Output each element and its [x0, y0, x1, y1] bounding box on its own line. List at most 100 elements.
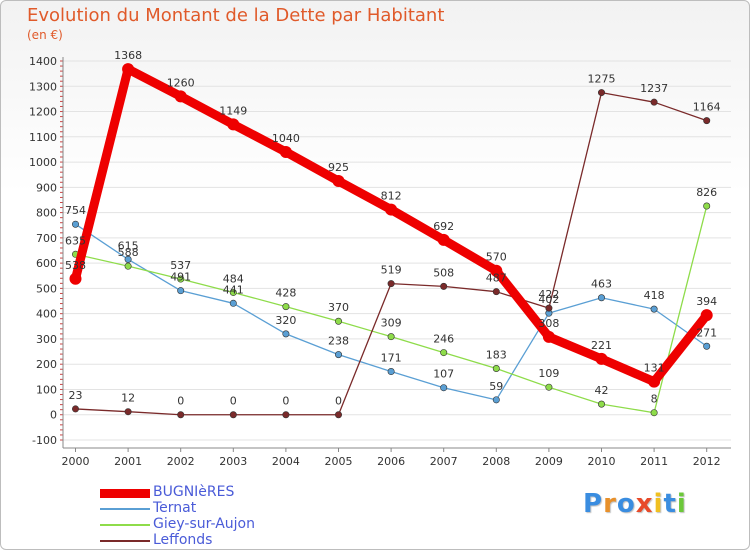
data-label: 402	[538, 293, 559, 306]
y-tick-label: 1100	[29, 131, 57, 144]
data-label: 309	[381, 317, 402, 330]
legend-label: Giey-sur-Aujon	[153, 516, 255, 532]
data-point	[334, 351, 342, 359]
data-label: 1260	[167, 76, 195, 89]
chart-title: Evolution du Montant de la Dette par Hab…	[27, 5, 445, 26]
data-point	[387, 333, 395, 341]
x-tick-label: 2000	[62, 455, 90, 468]
data-label: 428	[275, 287, 296, 300]
y-tick-label: 1000	[29, 156, 57, 169]
data-point	[229, 288, 237, 296]
data-label: 519	[381, 264, 402, 277]
x-tick-label: 2009	[535, 455, 563, 468]
data-label: 570	[486, 251, 507, 264]
x-tick-label: 2001	[114, 455, 142, 468]
proxiti-logo: Proxiti	[583, 489, 687, 519]
data-point	[124, 408, 132, 416]
data-label: 370	[328, 301, 349, 314]
legend-label: Leffonds	[153, 532, 213, 548]
data-point	[124, 255, 132, 263]
data-label: 320	[275, 314, 296, 327]
data-point	[703, 117, 711, 125]
data-label: 925	[328, 161, 349, 174]
data-point	[648, 375, 661, 388]
x-tick-label: 2006	[377, 455, 405, 468]
logo-letter: t	[663, 489, 677, 519]
data-point	[334, 317, 342, 325]
data-label: 1275	[588, 73, 616, 86]
logo-letter: i	[653, 489, 664, 519]
data-point	[282, 303, 290, 311]
x-tick-label: 2011	[640, 455, 668, 468]
data-label: 418	[644, 289, 665, 302]
legend-swatch	[100, 524, 150, 526]
legend-swatch	[100, 540, 150, 542]
data-label: 1164	[693, 101, 721, 114]
data-label: 42	[595, 384, 609, 397]
y-tick-label: 200	[36, 358, 57, 371]
data-point	[177, 411, 185, 419]
data-label: 394	[696, 295, 717, 308]
data-point	[545, 383, 553, 391]
data-label: 812	[381, 190, 402, 203]
data-label: 1368	[114, 49, 142, 62]
data-point	[597, 89, 605, 97]
x-tick-label: 2005	[325, 455, 353, 468]
data-point	[229, 411, 237, 419]
legend-swatch	[100, 508, 150, 510]
data-point	[650, 305, 658, 313]
data-label: 491	[170, 271, 191, 284]
y-tick-label: 300	[36, 333, 57, 346]
data-point	[597, 294, 605, 302]
data-label: 0	[282, 395, 289, 408]
data-point	[703, 342, 711, 350]
data-point	[595, 352, 608, 365]
data-point	[700, 309, 713, 322]
y-tick-label: 1200	[29, 106, 57, 119]
data-label: 0	[230, 395, 237, 408]
y-tick-label: 100	[36, 383, 57, 396]
data-label: 484	[223, 272, 244, 285]
data-point	[279, 145, 292, 158]
data-point	[334, 411, 342, 419]
logo-letter: i	[676, 489, 687, 519]
data-label: 109	[538, 367, 559, 380]
data-label: 221	[591, 339, 612, 352]
data-label: 308	[538, 317, 559, 330]
data-point	[545, 304, 553, 312]
data-label: 8	[651, 393, 658, 406]
y-tick-label: 700	[36, 232, 57, 245]
x-tick-label: 2002	[167, 455, 195, 468]
data-label: 183	[486, 348, 507, 361]
x-tick-label: 2012	[693, 455, 721, 468]
data-label: 635	[65, 234, 86, 247]
data-label: 246	[433, 333, 454, 346]
y-tick-label: 800	[36, 207, 57, 220]
y-tick-label: 400	[36, 308, 57, 321]
x-tick-label: 2003	[219, 455, 247, 468]
data-point	[387, 368, 395, 376]
data-label: 171	[381, 352, 402, 365]
data-point	[490, 264, 503, 277]
logo-letter: P	[583, 489, 604, 519]
data-label: 441	[223, 283, 244, 296]
data-label: 1040	[272, 132, 300, 145]
data-point	[492, 396, 500, 404]
data-point	[177, 275, 185, 283]
data-label: 12	[121, 392, 135, 405]
y-tick-label: 1300	[29, 80, 57, 93]
data-label: 59	[489, 380, 503, 393]
data-point	[440, 282, 448, 290]
data-point	[69, 272, 82, 285]
data-label: 754	[65, 204, 86, 217]
data-label: 131	[644, 362, 665, 375]
data-point	[122, 63, 135, 76]
data-label: 271	[696, 326, 717, 339]
logo-letter: o	[616, 489, 636, 519]
data-point	[440, 384, 448, 392]
data-point	[650, 98, 658, 106]
x-tick-label: 2004	[272, 455, 300, 468]
data-point	[542, 330, 555, 343]
legend-label: BUGNIèRES	[153, 484, 235, 500]
data-label: 0	[177, 395, 184, 408]
